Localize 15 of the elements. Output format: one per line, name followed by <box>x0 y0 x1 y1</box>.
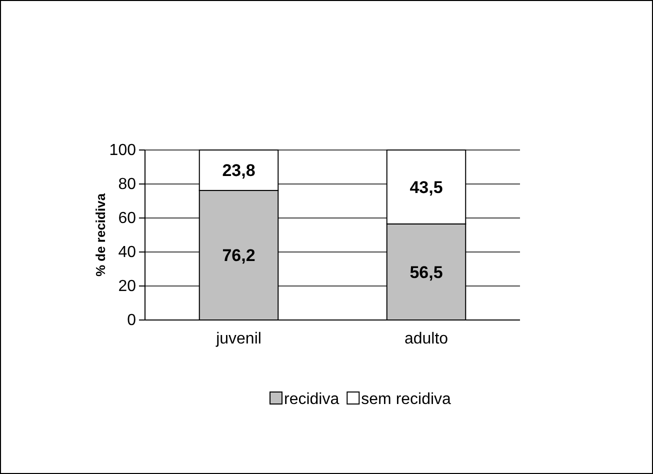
y-axis-title: % de recidiva <box>93 192 108 277</box>
y-tick-label: 0 <box>127 312 136 330</box>
legend-label: recidiva <box>284 391 340 408</box>
y-tick-label: 60 <box>118 210 136 228</box>
x-tick-label: adulto <box>404 330 448 348</box>
y-tick-label: 40 <box>118 244 136 262</box>
data-label: 56,5 <box>410 262 443 282</box>
data-label: 23,8 <box>222 161 256 180</box>
y-tick-label: 100 <box>109 142 136 160</box>
x-tick-label: juvenil <box>215 330 262 348</box>
legend-label: sem recidiva <box>361 391 452 408</box>
y-tick-label: 20 <box>118 278 136 296</box>
y-tick-label: 80 <box>118 176 136 194</box>
data-label: 76,2 <box>222 246 256 266</box>
data-label: 43,5 <box>410 178 443 197</box>
